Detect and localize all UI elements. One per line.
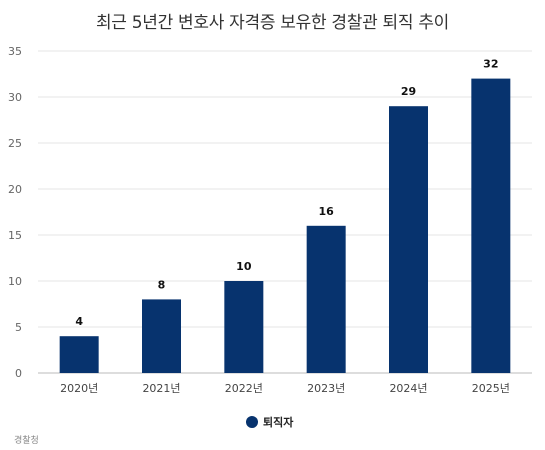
data-label: 4 [75, 315, 83, 328]
bar [142, 299, 181, 373]
y-tick-label: 30 [8, 91, 22, 104]
legend-marker [246, 416, 258, 428]
x-tick-label: 2023년 [307, 382, 345, 395]
data-label: 32 [483, 58, 498, 71]
x-tick-label: 2020년 [60, 382, 98, 395]
y-tick-label: 0 [15, 367, 22, 380]
x-tick-label: 2022년 [225, 382, 263, 395]
bar [224, 281, 264, 373]
bar [471, 78, 511, 373]
y-tick-label: 25 [8, 137, 22, 150]
bar [306, 225, 346, 373]
data-label: 8 [158, 278, 166, 291]
chart-title: 최근 5년간 변호사 자격증 보유한 경찰관 퇴직 추이 [95, 13, 450, 33]
y-tick-label: 20 [8, 183, 22, 196]
y-tick-label: 35 [8, 45, 22, 58]
y-tick-label: 5 [15, 321, 22, 334]
x-tick-label: 2024년 [389, 382, 427, 395]
legend-label: 퇴직자 [263, 415, 294, 429]
bar [59, 336, 99, 373]
x-tick-label: 2021년 [142, 382, 180, 395]
source-label: 경찰청 [14, 436, 39, 446]
bar [389, 106, 428, 373]
data-label: 16 [319, 205, 335, 218]
y-tick-label: 15 [8, 229, 22, 242]
data-label: 29 [401, 85, 416, 98]
x-tick-label: 2025년 [472, 382, 510, 395]
data-label: 10 [236, 260, 252, 273]
y-tick-label: 10 [8, 275, 22, 288]
